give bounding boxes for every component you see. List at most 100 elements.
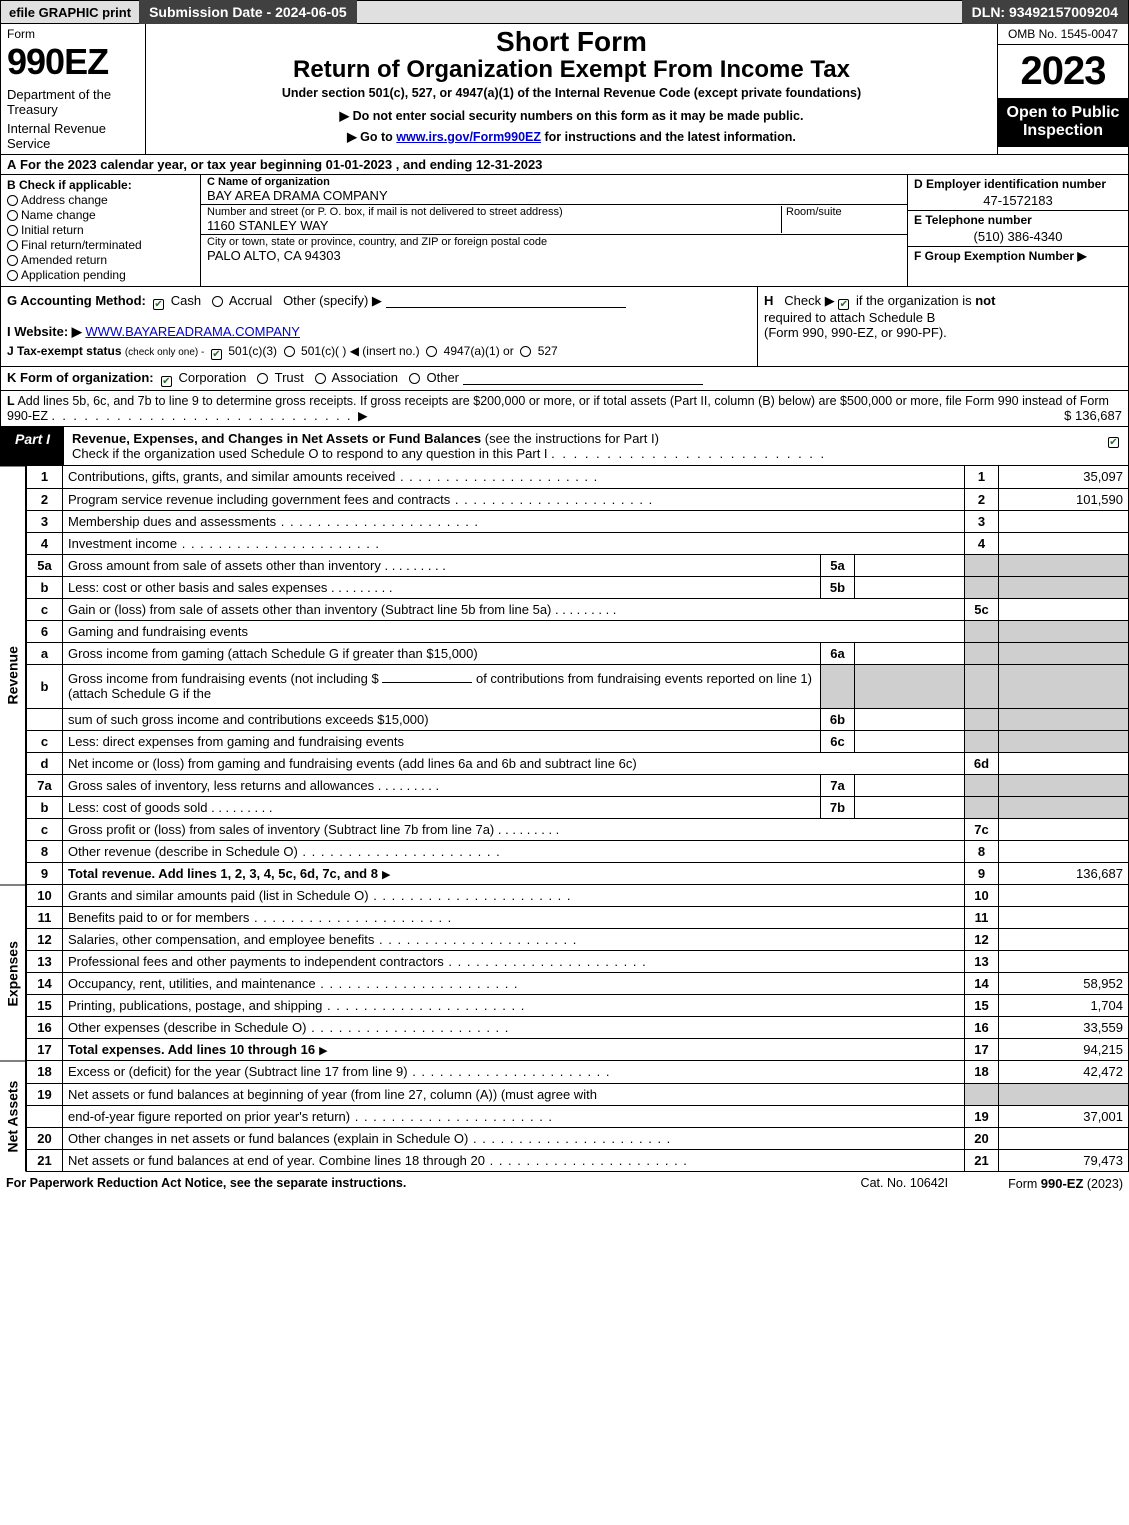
form-ref: Form 990-EZ (2023) [1008, 1176, 1123, 1191]
c-city: City or town, state or province, country… [201, 235, 907, 264]
line-7c: cGross profit or (loss) from sales of in… [27, 818, 1129, 840]
street-value: 1160 STANLEY WAY [207, 218, 328, 233]
line-7b: bLess: cost of goods sold7b [27, 796, 1129, 818]
ckbx-address-change[interactable]: Address change [7, 193, 194, 207]
do-not-enter: ▶ Do not enter social security numbers o… [152, 108, 991, 123]
line-10: 10Grants and similar amounts paid (list … [27, 885, 1129, 907]
line-14: 14Occupancy, rent, utilities, and mainte… [27, 973, 1129, 995]
ckbx-schedule-b[interactable] [838, 299, 849, 310]
line-6c: cLess: direct expenses from gaming and f… [27, 730, 1129, 752]
l-label: L [7, 394, 15, 408]
ckbx-name-change[interactable]: Name change [7, 208, 194, 222]
efile-print-link[interactable]: efile GRAPHIC print [1, 5, 139, 20]
i-website: I Website: ▶ WWW.BAYAREADRAMA.COMPANY [7, 324, 751, 340]
row-l: L Add lines 5b, 6c, and 7b to line 9 to … [0, 391, 1129, 427]
line-6: 6Gaming and fundraising events [27, 620, 1129, 642]
e-phone: E Telephone number (510) 386-4340 [908, 211, 1128, 247]
ckbx-accrual[interactable] [212, 296, 223, 307]
line-21: 21Net assets or fund balances at end of … [27, 1149, 1129, 1171]
form-header: Form 990EZ Department of the Treasury In… [0, 24, 1129, 155]
phone-value: (510) 386-4340 [914, 227, 1122, 244]
j-501c3: 501(c)(3) [228, 344, 277, 358]
ckbx-application-pending[interactable]: Application pending [7, 268, 194, 282]
form-number: 990EZ [7, 41, 139, 83]
goto-post: for instructions and the latest informat… [541, 130, 796, 144]
part1-check-line: Check if the organization used Schedule … [72, 446, 548, 461]
line-6a: aGross income from gaming (attach Schedu… [27, 642, 1129, 664]
ckbx-527[interactable] [520, 346, 531, 357]
ckbx-4947[interactable] [426, 346, 437, 357]
header-left: Form 990EZ Department of the Treasury In… [1, 24, 146, 154]
website-link[interactable]: WWW.BAYAREADRAMA.COMPANY [85, 324, 300, 339]
line-6b-2: sum of such gross income and contributio… [27, 708, 1129, 730]
irs-link[interactable]: www.irs.gov/Form990EZ [396, 130, 541, 144]
org-name: BAY AREA DRAMA COMPANY [207, 188, 388, 203]
header-center: Short Form Return of Organization Exempt… [146, 24, 998, 154]
k-assoc: Association [332, 370, 398, 385]
city-value: PALO ALTO, CA 94303 [207, 248, 341, 263]
paperwork-notice: For Paperwork Reduction Act Notice, see … [6, 1176, 861, 1191]
row-a-label: A [7, 157, 16, 172]
header-right: OMB No. 1545-0047 2023 Open to Public In… [998, 24, 1128, 154]
omb-number: OMB No. 1545-0047 [998, 24, 1128, 45]
goto-link-row: ▶ Go to www.irs.gov/Form990EZ for instru… [152, 129, 991, 144]
ckbx-amended-return[interactable]: Amended return [7, 253, 194, 267]
gh-grid: G Accounting Method: Cash Accrual Other … [0, 287, 1129, 367]
tax-year: 2023 [998, 45, 1128, 98]
ckbx-other-org[interactable] [409, 373, 420, 384]
line-19a: 19Net assets or fund balances at beginni… [27, 1083, 1129, 1105]
section-c: C Name of organization BAY AREA DRAMA CO… [201, 175, 908, 286]
form-word: Form [7, 27, 139, 41]
accrual-label: Accrual [229, 293, 272, 308]
part1-tab: Part I [1, 427, 64, 465]
line-8: 8Other revenue (describe in Schedule O)8 [27, 840, 1129, 862]
h-text2: if the organization is [856, 293, 975, 308]
line-1: 1Contributions, gifts, grants, and simil… [27, 466, 1129, 488]
ckbx-trust[interactable] [257, 373, 268, 384]
netassets-table: 18Excess or (deficit) for the year (Subt… [26, 1061, 1129, 1172]
part1-checkbox-end [1102, 427, 1128, 465]
k-trust: Trust [275, 370, 304, 385]
line-17: 17Total expenses. Add lines 10 through 1… [27, 1039, 1129, 1061]
line-6b: bGross income from fundraising events (n… [27, 664, 1129, 708]
cash-label: Cash [171, 293, 201, 308]
top-bar: efile GRAPHIC print Submission Date - 20… [0, 0, 1129, 24]
netassets-label: Net Assets [0, 1061, 26, 1172]
k-label: K Form of organization: [7, 370, 154, 385]
l-amount: $ 136,687 [1064, 408, 1122, 423]
short-form-title: Short Form [152, 26, 991, 58]
b-title: B Check if applicable: [7, 178, 194, 192]
ckbx-schedule-o[interactable] [1108, 437, 1119, 448]
j-527: 527 [538, 344, 558, 358]
j-note: (check only one) - [125, 347, 204, 358]
line-7a: 7aGross sales of inventory, less returns… [27, 774, 1129, 796]
line-12: 12Salaries, other compensation, and empl… [27, 929, 1129, 951]
line-5b: bLess: cost or other basis and sales exp… [27, 576, 1129, 598]
ckbx-initial-return[interactable]: Initial return [7, 223, 194, 237]
ckbx-501c3[interactable] [211, 349, 222, 360]
section-def: D Employer identification number 47-1572… [908, 175, 1128, 286]
line-5c: cGain or (loss) from sale of assets othe… [27, 598, 1129, 620]
revenue-table: 1Contributions, gifts, grants, and simil… [26, 466, 1129, 885]
street-label: Number and street (or P. O. box, if mail… [207, 206, 563, 218]
info-grid: B Check if applicable: Address change Na… [0, 175, 1129, 287]
line-15: 15Printing, publications, postage, and s… [27, 995, 1129, 1017]
ckbx-assoc[interactable] [315, 373, 326, 384]
line-16: 16Other expenses (describe in Schedule O… [27, 1017, 1129, 1039]
other-specify-field[interactable] [386, 294, 626, 308]
ckbx-corp[interactable] [161, 376, 172, 387]
ckbx-501c[interactable] [284, 346, 295, 357]
ckbx-cash[interactable] [153, 299, 164, 310]
h-check: H Check ▶ if the organization is not req… [758, 287, 1128, 366]
ein-label: D Employer identification number [914, 177, 1106, 191]
other-org-field[interactable] [463, 371, 703, 385]
d-ein: D Employer identification number 47-1572… [908, 175, 1128, 211]
ein-value: 47-1572183 [914, 193, 1122, 208]
expenses-section: Expenses 10Grants and similar amounts pa… [0, 885, 1129, 1062]
room-suite: Room/suite [781, 206, 901, 233]
netassets-section: Net Assets 18Excess or (deficit) for the… [0, 1061, 1129, 1172]
g-label: G Accounting Method: [7, 293, 146, 308]
ckbx-final-return[interactable]: Final return/terminated [7, 238, 194, 252]
dept-irs: Internal Revenue Service [7, 121, 139, 151]
return-title: Return of Organization Exempt From Incom… [152, 56, 991, 84]
